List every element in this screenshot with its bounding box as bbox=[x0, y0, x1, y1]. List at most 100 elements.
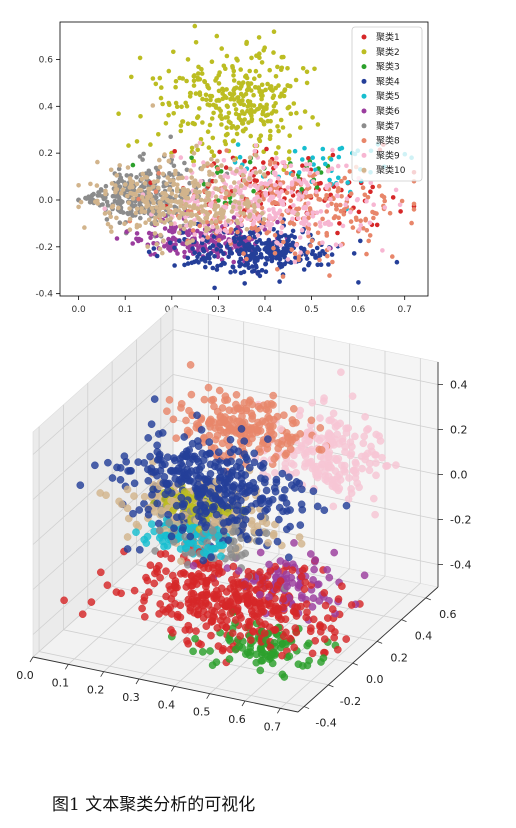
data-point bbox=[296, 192, 301, 198]
data-point bbox=[336, 154, 342, 160]
data-point bbox=[231, 192, 236, 198]
data-point bbox=[279, 91, 284, 96]
data-point bbox=[368, 180, 374, 186]
data-point bbox=[299, 227, 305, 233]
data-point-series-1 bbox=[249, 627, 258, 636]
data-point-series-4 bbox=[144, 476, 153, 485]
data-point bbox=[281, 239, 286, 245]
data-point-series-4 bbox=[153, 441, 161, 450]
data-point bbox=[336, 187, 342, 192]
data-point bbox=[289, 247, 295, 252]
data-point bbox=[151, 184, 156, 189]
data-point-series-4 bbox=[285, 473, 293, 482]
data-point bbox=[300, 157, 305, 162]
data-point bbox=[364, 198, 369, 204]
data-point bbox=[315, 230, 321, 236]
data-point bbox=[261, 160, 266, 165]
data-point-series-1 bbox=[207, 617, 216, 625]
data-point-series-1 bbox=[204, 576, 212, 585]
data-point bbox=[210, 224, 216, 230]
legend-2d: 聚类1 聚类2 聚类3 聚类4 聚类5 聚类6 聚类7 聚类8 聚类9 聚类10 bbox=[351, 26, 423, 182]
data-point-series-4 bbox=[286, 506, 294, 514]
data-point-series-9 bbox=[290, 451, 298, 460]
data-point-series-10 bbox=[123, 504, 132, 513]
data-point bbox=[195, 114, 201, 119]
data-point bbox=[265, 112, 271, 118]
data-point bbox=[231, 91, 237, 97]
data-point bbox=[223, 115, 228, 120]
data-point bbox=[184, 167, 190, 173]
data-point bbox=[165, 206, 170, 211]
data-point-series-4 bbox=[160, 473, 169, 481]
data-point bbox=[271, 29, 277, 34]
data-point bbox=[263, 181, 268, 186]
data-point-series-4 bbox=[135, 506, 143, 514]
data-point bbox=[257, 273, 263, 279]
data-point bbox=[223, 165, 229, 170]
data-point-series-1 bbox=[192, 627, 200, 635]
data-point bbox=[236, 200, 242, 206]
data-point bbox=[293, 255, 298, 260]
data-point bbox=[215, 170, 220, 175]
data-point-series-10 bbox=[297, 540, 306, 548]
data-point bbox=[113, 183, 118, 188]
data-point bbox=[275, 267, 280, 272]
data-point bbox=[325, 253, 330, 259]
data-point bbox=[161, 205, 166, 211]
data-point bbox=[169, 191, 175, 196]
data-point bbox=[231, 78, 237, 83]
data-point bbox=[333, 242, 339, 247]
data-point bbox=[191, 159, 196, 164]
data-point bbox=[128, 209, 134, 215]
data-point bbox=[191, 205, 196, 211]
data-point bbox=[285, 185, 291, 190]
data-point bbox=[140, 157, 145, 162]
data-point bbox=[290, 240, 296, 246]
data-point bbox=[367, 220, 373, 226]
data-point bbox=[198, 231, 203, 236]
data-point bbox=[219, 46, 224, 51]
data-point bbox=[172, 263, 177, 268]
data-point-series-8 bbox=[215, 386, 224, 395]
data-point bbox=[276, 145, 281, 150]
data-point bbox=[172, 204, 177, 210]
data-point bbox=[269, 258, 275, 263]
data-point bbox=[249, 88, 254, 93]
data-point bbox=[247, 247, 252, 253]
legend-label: 聚类6 bbox=[376, 105, 400, 117]
data-point bbox=[284, 190, 290, 195]
data-point-series-8 bbox=[248, 430, 257, 438]
data-point bbox=[231, 204, 236, 210]
data-point-series-4 bbox=[286, 522, 294, 531]
data-point bbox=[139, 206, 144, 211]
data-point-series-4 bbox=[207, 553, 215, 561]
data-point-series-4 bbox=[174, 480, 182, 488]
data-point-series-4 bbox=[243, 505, 252, 514]
data-point bbox=[223, 191, 229, 196]
data-point bbox=[178, 155, 184, 160]
data-point-series-4 bbox=[135, 546, 144, 554]
data-point bbox=[257, 138, 263, 144]
data-point bbox=[262, 227, 268, 232]
data-point-series-9 bbox=[348, 442, 356, 451]
x-tick-label: 0.6 bbox=[351, 305, 366, 315]
data-point bbox=[214, 211, 219, 217]
data-point-series-9 bbox=[347, 449, 356, 458]
data-point-series-1 bbox=[236, 632, 244, 640]
data-point-series-9 bbox=[292, 468, 300, 477]
data-point bbox=[256, 35, 262, 40]
data-point bbox=[137, 154, 143, 159]
data-point bbox=[182, 160, 187, 166]
data-point-series-4 bbox=[214, 448, 223, 457]
data-point bbox=[187, 90, 193, 96]
data-point-series-4 bbox=[148, 490, 156, 499]
data-point bbox=[157, 164, 163, 170]
z-tick-label-3d: 0.2 bbox=[450, 424, 468, 437]
data-point bbox=[160, 196, 165, 201]
data-point bbox=[311, 179, 316, 184]
data-point-series-1 bbox=[222, 588, 231, 596]
y-tick-label-3d: 0.6 bbox=[439, 608, 457, 621]
data-point bbox=[329, 166, 335, 171]
data-point bbox=[108, 214, 113, 219]
data-point bbox=[328, 197, 333, 202]
